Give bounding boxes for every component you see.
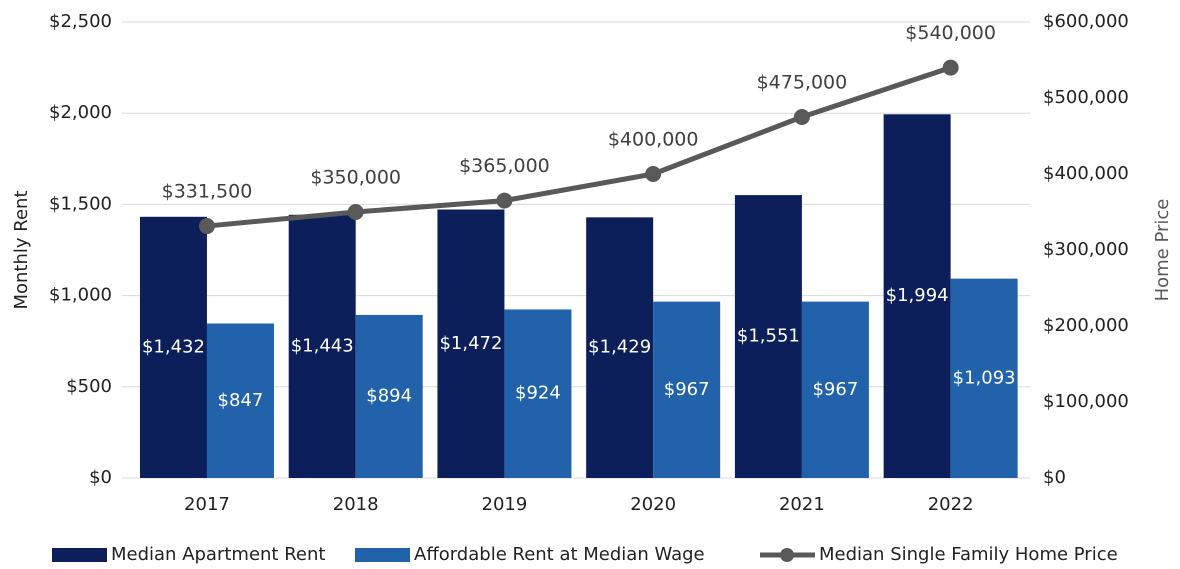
data-label: $894 bbox=[366, 385, 412, 406]
data-label: $540,000 bbox=[905, 22, 996, 44]
bar bbox=[206, 323, 274, 478]
bar bbox=[139, 216, 207, 478]
y-tick-label: $1,500 bbox=[49, 193, 112, 214]
y-axis-label: Monthly Rent bbox=[11, 190, 32, 309]
line-marker bbox=[942, 59, 959, 76]
legend-swatch bbox=[355, 548, 410, 562]
legend-label: Affordable Rent at Median Wage bbox=[414, 544, 705, 565]
line-marker bbox=[347, 204, 364, 220]
bar bbox=[734, 195, 802, 478]
data-label: $1,429 bbox=[588, 337, 651, 358]
legend-label: Median Single Family Home Price bbox=[819, 544, 1118, 565]
data-label: $1,472 bbox=[439, 333, 502, 354]
data-label: $1,994 bbox=[886, 285, 949, 306]
data-label: $967 bbox=[664, 379, 710, 400]
x-tick-label: 2022 bbox=[928, 494, 974, 515]
x-tick-label: 2018 bbox=[333, 494, 379, 515]
y2-tick-label: $200,000 bbox=[1043, 315, 1129, 336]
legend-label: Median Apartment Rent bbox=[111, 544, 325, 565]
line-marker bbox=[645, 166, 662, 182]
line-marker bbox=[496, 192, 513, 209]
data-label: $924 bbox=[515, 383, 561, 404]
data-label: $365,000 bbox=[459, 155, 550, 177]
bar bbox=[801, 301, 869, 478]
y-tick-label: $500 bbox=[66, 376, 112, 397]
y-tick-label: $2,000 bbox=[49, 102, 112, 123]
y2-axis-label: Home Price bbox=[1152, 199, 1173, 302]
y2-tick-label: $600,000 bbox=[1043, 11, 1129, 32]
line bbox=[206, 65, 952, 229]
data-label: $1,551 bbox=[737, 326, 800, 347]
bar bbox=[288, 214, 356, 478]
bar bbox=[883, 114, 951, 478]
y-tick-label: $1,000 bbox=[49, 285, 112, 306]
bar bbox=[653, 301, 721, 478]
x-tick-label: 2021 bbox=[779, 494, 825, 515]
data-label: $1,432 bbox=[142, 336, 205, 357]
y2-tick-label: $400,000 bbox=[1043, 163, 1129, 184]
data-label: $331,500 bbox=[162, 181, 253, 203]
y2-tick-label: $300,000 bbox=[1043, 239, 1129, 260]
bar bbox=[586, 217, 654, 478]
data-label: $1,093 bbox=[953, 367, 1016, 388]
line-marker bbox=[793, 109, 810, 125]
data-label: $350,000 bbox=[310, 167, 401, 189]
y2-tick-label: $100,000 bbox=[1043, 391, 1129, 412]
x-tick-label: 2017 bbox=[184, 494, 230, 515]
y-tick-label: $2,500 bbox=[49, 11, 112, 32]
y2-tick-label: $500,000 bbox=[1043, 87, 1129, 108]
data-label: $1,443 bbox=[291, 335, 354, 356]
y2-tick-label: $0 bbox=[1043, 467, 1066, 488]
data-label: $475,000 bbox=[757, 72, 848, 94]
bar bbox=[504, 309, 572, 478]
x-tick-label: 2020 bbox=[630, 494, 676, 515]
bar bbox=[950, 278, 1018, 478]
data-label: $847 bbox=[218, 390, 264, 411]
legend-swatch bbox=[780, 548, 794, 562]
data-label: $400,000 bbox=[608, 129, 699, 151]
x-tick-label: 2019 bbox=[482, 494, 528, 515]
bar bbox=[355, 314, 423, 478]
line-marker bbox=[198, 218, 215, 235]
y-tick-label: $0 bbox=[89, 467, 112, 488]
bar bbox=[437, 209, 505, 478]
data-label: $967 bbox=[812, 379, 858, 400]
legend-swatch bbox=[52, 548, 107, 562]
